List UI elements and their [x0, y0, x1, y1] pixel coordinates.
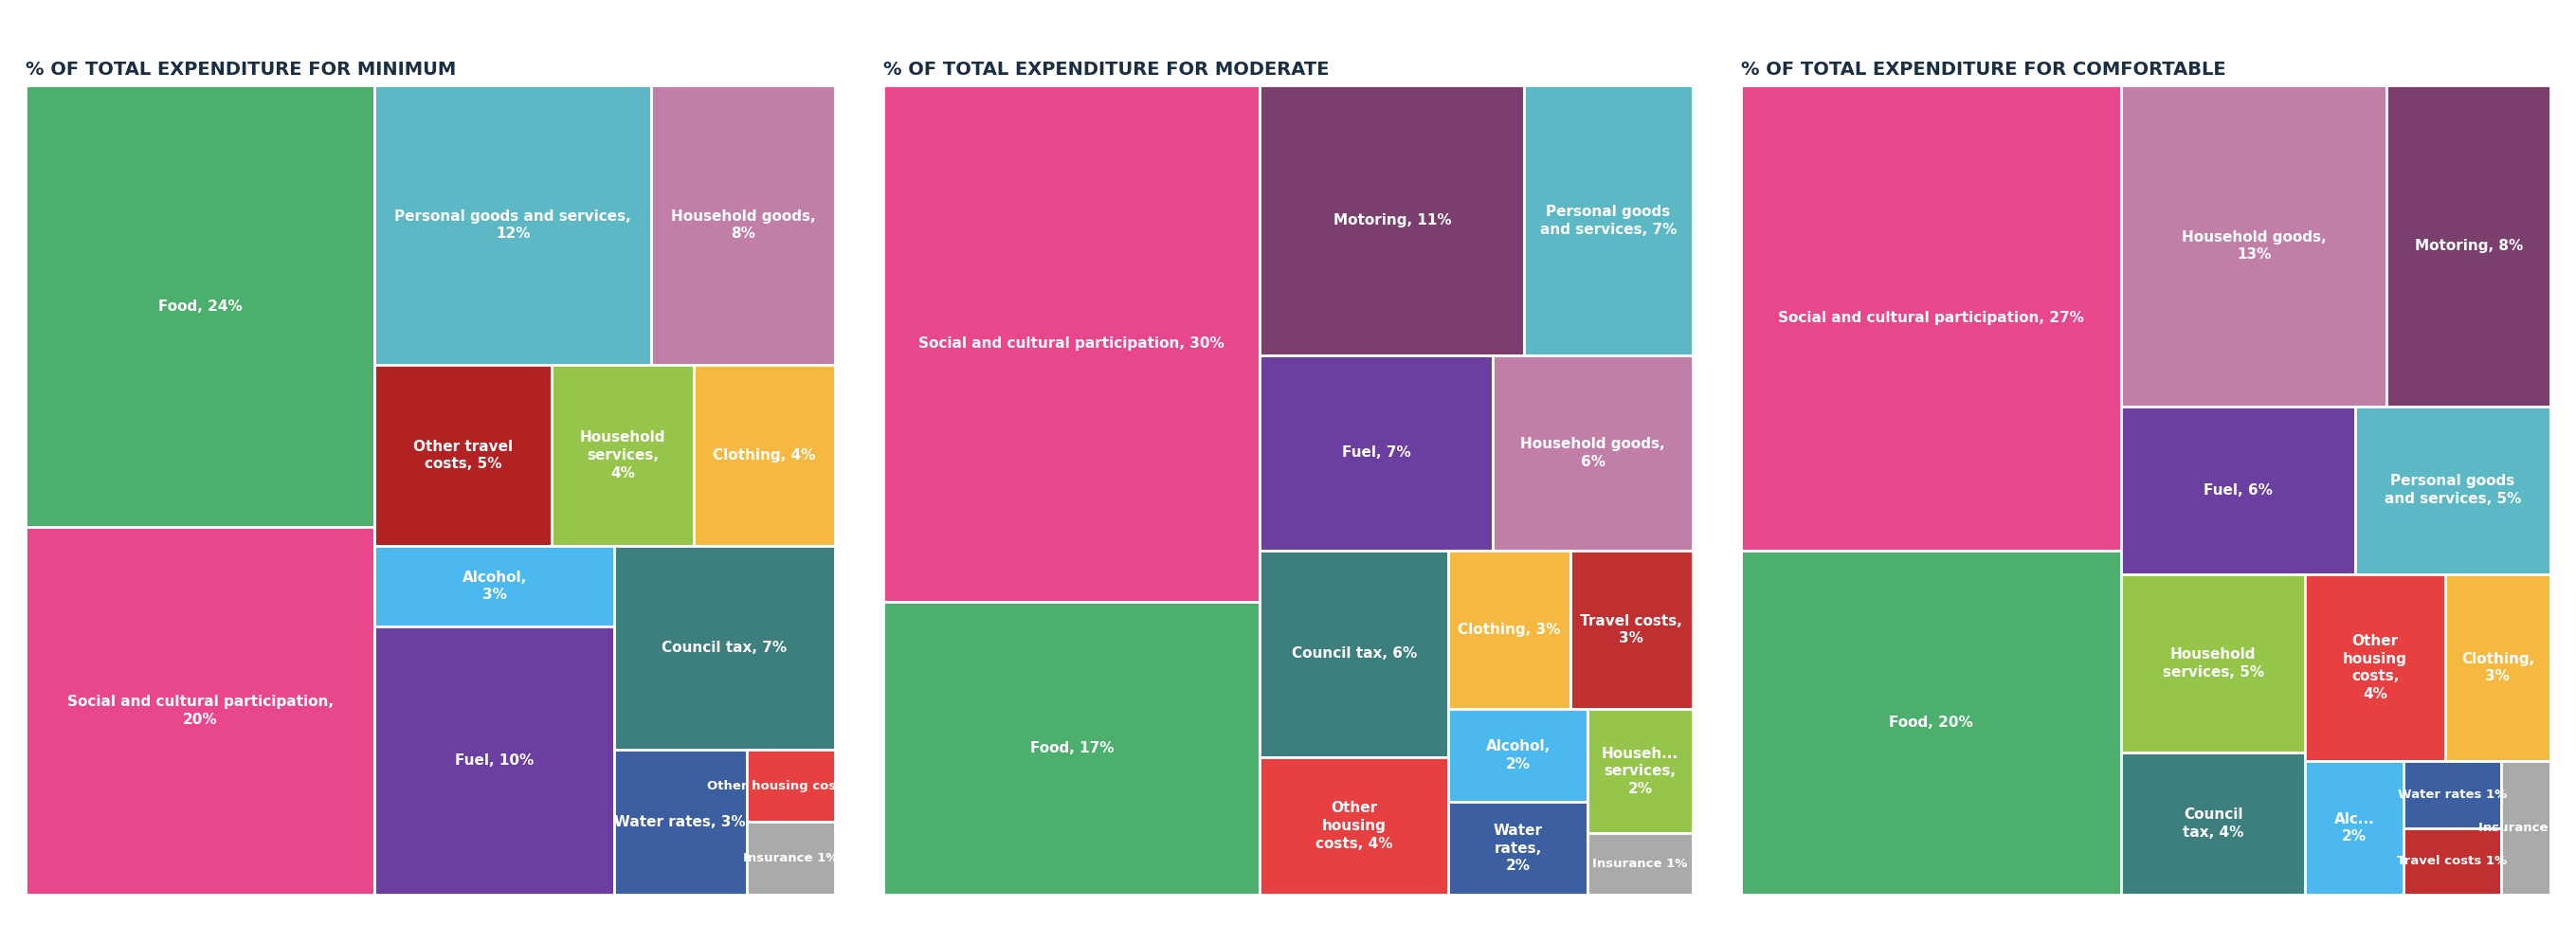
Text: Household
services,
4%: Household services, 4%: [580, 431, 665, 480]
Text: Clothing, 4%: Clothing, 4%: [714, 449, 817, 462]
Text: Personal goods
and services, 5%: Personal goods and services, 5%: [2385, 475, 2522, 506]
Text: Fuel, 10%: Fuel, 10%: [456, 754, 533, 768]
Text: Alcohol,
3%: Alcohol, 3%: [461, 571, 526, 602]
Bar: [2403, 761, 2501, 828]
Bar: [1571, 550, 1692, 709]
Text: Travel costs 1%: Travel costs 1%: [2398, 856, 2506, 868]
Text: Househ...
services,
2%: Househ... services, 2%: [1602, 746, 1680, 796]
Text: Clothing,
3%: Clothing, 3%: [2460, 652, 2535, 684]
Bar: [884, 86, 1260, 602]
Bar: [613, 749, 747, 894]
Bar: [1525, 86, 1692, 355]
Text: Household
services, 5%: Household services, 5%: [2161, 647, 2264, 679]
Text: Motoring, 11%: Motoring, 11%: [1334, 214, 1450, 228]
Text: Council tax, 7%: Council tax, 7%: [662, 641, 788, 655]
Text: Motoring, 8%: Motoring, 8%: [2414, 239, 2522, 253]
Text: Travel costs,
3%: Travel costs, 3%: [1579, 614, 1682, 646]
Bar: [2123, 406, 2354, 574]
Bar: [1260, 355, 1494, 550]
Text: Household goods,
13%: Household goods, 13%: [2182, 230, 2326, 262]
Bar: [2445, 574, 2550, 761]
Bar: [374, 626, 613, 894]
Text: Other
housing
costs, 4%: Other housing costs, 4%: [1316, 801, 1394, 851]
Text: Council
tax, 4%: Council tax, 4%: [2182, 808, 2244, 840]
Text: Other travel
costs, 5%: Other travel costs, 5%: [415, 439, 513, 472]
Bar: [1587, 709, 1692, 832]
Bar: [1260, 550, 1448, 757]
Text: Fuel, 7%: Fuel, 7%: [1342, 446, 1412, 460]
Text: Clothing, 3%: Clothing, 3%: [1458, 623, 1561, 636]
Bar: [652, 86, 835, 364]
Text: Insurance 1%: Insurance 1%: [2478, 821, 2573, 834]
Text: % OF TOTAL EXPENDITURE FOR MINIMUM: % OF TOTAL EXPENDITURE FOR MINIMUM: [26, 61, 456, 79]
Bar: [1587, 832, 1692, 894]
Bar: [374, 546, 613, 626]
Bar: [1448, 709, 1587, 802]
Text: Council tax, 6%: Council tax, 6%: [1291, 647, 1417, 660]
Bar: [2501, 761, 2550, 894]
Bar: [1741, 550, 2123, 894]
Bar: [2306, 761, 2403, 894]
Text: Insurance 1%: Insurance 1%: [742, 852, 837, 865]
Text: Personal goods and services,
12%: Personal goods and services, 12%: [394, 209, 631, 241]
Bar: [1494, 355, 1692, 550]
Bar: [1448, 802, 1587, 894]
Bar: [747, 822, 835, 894]
Bar: [2123, 574, 2306, 752]
Text: Alc...
2%: Alc... 2%: [2334, 812, 2375, 844]
Text: % OF TOTAL EXPENDITURE FOR COMFORTABLE: % OF TOTAL EXPENDITURE FOR COMFORTABLE: [1741, 61, 2226, 79]
Text: Household goods,
8%: Household goods, 8%: [670, 209, 814, 241]
Text: Social and cultural participation,
20%: Social and cultural participation, 20%: [67, 695, 332, 727]
Bar: [1260, 86, 1525, 355]
Text: Fuel, 6%: Fuel, 6%: [2205, 483, 2272, 498]
Bar: [2354, 406, 2550, 574]
Bar: [551, 364, 693, 546]
Text: Other housing costs 1%: Other housing costs 1%: [706, 780, 876, 792]
Bar: [2388, 86, 2550, 406]
Text: Food, 17%: Food, 17%: [1030, 741, 1113, 756]
Bar: [2123, 86, 2388, 406]
Text: Social and cultural participation, 30%: Social and cultural participation, 30%: [920, 337, 1224, 351]
Bar: [613, 546, 835, 749]
Bar: [884, 602, 1260, 894]
Text: % OF TOTAL EXPENDITURE FOR MODERATE: % OF TOTAL EXPENDITURE FOR MODERATE: [884, 61, 1329, 79]
Text: Other
housing
costs,
4%: Other housing costs, 4%: [2344, 635, 2409, 701]
Bar: [747, 749, 835, 822]
Text: Food, 24%: Food, 24%: [157, 300, 242, 314]
Text: Social and cultural participation, 27%: Social and cultural participation, 27%: [1777, 311, 2084, 326]
Bar: [374, 364, 551, 546]
Bar: [26, 527, 374, 894]
Text: Water rates, 3%: Water rates, 3%: [616, 815, 747, 829]
Bar: [693, 364, 835, 546]
Bar: [26, 86, 374, 527]
Text: Alcohol,
2%: Alcohol, 2%: [1486, 740, 1551, 771]
Bar: [2123, 752, 2306, 894]
Bar: [1260, 757, 1448, 894]
Bar: [1741, 86, 2123, 550]
Text: Household goods,
6%: Household goods, 6%: [1520, 437, 1664, 469]
Bar: [1448, 550, 1571, 709]
Text: Personal goods
and services, 7%: Personal goods and services, 7%: [1540, 204, 1677, 237]
Bar: [2403, 828, 2501, 894]
Bar: [374, 86, 652, 364]
Text: Insurance 1%: Insurance 1%: [1592, 857, 1687, 870]
Text: Water
rates,
2%: Water rates, 2%: [1494, 823, 1543, 873]
Text: Food, 20%: Food, 20%: [1888, 716, 1973, 730]
Text: Water rates 1%: Water rates 1%: [2398, 788, 2506, 801]
Bar: [2306, 574, 2445, 761]
